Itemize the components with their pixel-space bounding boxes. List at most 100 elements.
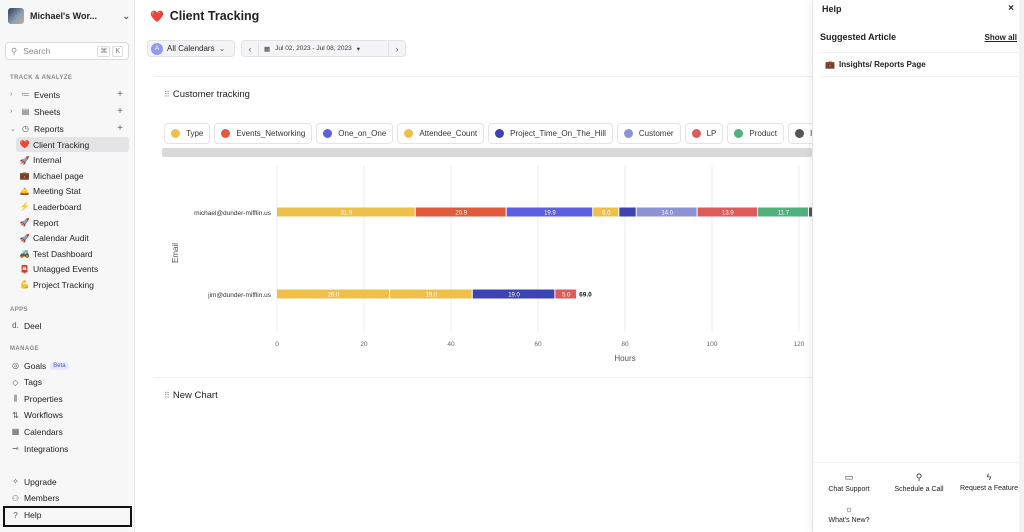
- bar-segment-label: 20.9: [455, 210, 467, 216]
- suggested-article-item[interactable]: 💼 Insights/ Reports Page: [820, 52, 1018, 77]
- legend-chip[interactable]: Customer: [616, 123, 681, 144]
- sidebar-item-report[interactable]: 🚀 Report: [16, 215, 129, 230]
- chart-card-divider: [154, 377, 814, 378]
- calendar-icon: ▦: [264, 45, 271, 53]
- sidebar-item-manage[interactable]: ▦ Calendars: [7, 424, 128, 439]
- list-icon: ≔: [21, 90, 30, 99]
- sidebar-item-report[interactable]: 🚜 Test Dashboard: [16, 246, 129, 261]
- section-label-manage: MANAGE: [10, 346, 40, 352]
- sidebar-item-bottom-label: Help: [24, 510, 42, 521]
- search-shortcut-mod: ⌘: [97, 45, 111, 57]
- sidebar-item-report-label: Leaderboard: [33, 201, 82, 212]
- manage-icon: ◇: [12, 377, 19, 387]
- chevron-right-icon[interactable]: ›: [10, 91, 13, 98]
- report-icon: 💪: [19, 280, 30, 290]
- sidebar-item-bottom-label: Upgrade: [24, 476, 57, 487]
- sidebar-item-manage[interactable]: ⫼ Properties: [7, 391, 128, 406]
- workspace-switcher[interactable]: Michael's Wor... ⌄: [8, 6, 130, 26]
- help-highlight-box: [3, 506, 132, 527]
- date-range-button[interactable]: ▦ Jul 02, 2023 - Jul 08, 2023 ▾: [259, 45, 365, 53]
- sidebar-item-bottom[interactable]: ? Help: [7, 508, 128, 523]
- sidebar-item-report[interactable]: ⚡ Leaderboard: [16, 199, 129, 214]
- schedule-call-label: Schedule a Call: [894, 486, 944, 493]
- sidebar-item-report[interactable]: 💼 Michael page: [16, 168, 129, 183]
- window-edge: [1019, 0, 1024, 532]
- sidebar-item-report[interactable]: ❤️ Client Tracking: [16, 137, 129, 152]
- legend-label: Internal: [809, 129, 812, 138]
- sidebar-item-report-label: Client Tracking: [33, 139, 90, 150]
- sidebar-item-manage[interactable]: ◇ Tags: [7, 375, 128, 390]
- sidebar-item-manage-label: Properties: [24, 393, 63, 404]
- sidebar-item-report[interactable]: 🚀 Internal: [16, 153, 129, 168]
- report-icon: ❤️: [19, 140, 30, 149]
- sidebar: Michael's Wor... ⌄ ⚲ Search ⌘ K TRACK & A…: [0, 0, 135, 532]
- close-icon[interactable]: ×: [1008, 3, 1014, 14]
- legend-chip[interactable]: LP: [684, 123, 724, 144]
- legend-chip[interactable]: Internal: [787, 123, 812, 144]
- x-axis-label: Hours: [614, 354, 635, 363]
- legend-chip[interactable]: Project_Time_On_The_Hill: [488, 123, 613, 144]
- legend-dot: [221, 129, 231, 138]
- drag-handle-icon[interactable]: ⠿: [164, 391, 170, 400]
- schedule-call-button[interactable]: ⚲ Schedule a Call: [884, 472, 954, 493]
- x-tick-label: 100: [707, 341, 718, 348]
- x-tick-label: 60: [534, 341, 542, 348]
- bar-segment-label: 11.7: [778, 210, 790, 216]
- sidebar-item-events[interactable]: › ≔ Events +: [7, 87, 128, 102]
- bar-segment: [808, 207, 812, 217]
- sidebar-item-report[interactable]: 🛎️ Meeting Stat: [16, 184, 129, 199]
- sidebar-item-manage[interactable]: ◎ Goals Beta: [7, 358, 128, 373]
- bar-total-label: 69.0: [579, 292, 592, 299]
- x-tick-label: 80: [621, 341, 629, 348]
- bar-segment-label: 13.9: [722, 210, 734, 216]
- legend-chip[interactable]: Events_Networking: [214, 123, 313, 144]
- bar-segment: [555, 289, 577, 299]
- request-feature-label: Request a Feature: [960, 485, 1018, 492]
- beta-badge: Beta: [50, 361, 69, 370]
- add-event-icon[interactable]: +: [117, 89, 123, 100]
- chat-support-label: Chat Support: [828, 486, 870, 493]
- add-sheet-icon[interactable]: +: [117, 106, 123, 117]
- legend-chip[interactable]: Product: [727, 123, 784, 144]
- report-icon: ⚡: [19, 202, 30, 212]
- bar-segment-label: 19.9: [544, 210, 556, 216]
- legend-scrollbar[interactable]: [162, 148, 812, 157]
- search-input[interactable]: ⚲ Search ⌘ K: [5, 42, 129, 60]
- workspace-name: Michael's Wor...: [30, 11, 97, 21]
- search-shortcut: ⌘ K: [97, 45, 123, 57]
- sidebar-item-manage-label: Workflows: [24, 410, 64, 421]
- sidebar-item-report[interactable]: 📮 Untagged Events: [16, 262, 129, 277]
- x-tick-label: 0: [275, 341, 279, 348]
- sidebar-item-report[interactable]: 💪 Project Tracking: [16, 277, 129, 292]
- y-axis-label: Email: [171, 243, 180, 263]
- whats-new-button[interactable]: ☼ What's New?: [814, 504, 884, 524]
- chat-support-button[interactable]: ▭ Chat Support: [814, 472, 884, 493]
- legend-chip[interactable]: Type: [164, 123, 211, 144]
- help-actions: ▭ Chat Support ⚲ Schedule a Call ϟ Reque…: [813, 462, 1024, 532]
- legend-chip[interactable]: Attendee_Count: [397, 123, 485, 144]
- sidebar-item-manage[interactable]: ⊸ Integrations: [7, 441, 128, 456]
- show-all-link[interactable]: Show all: [984, 33, 1017, 42]
- previous-week-button[interactable]: ‹: [242, 41, 259, 56]
- sidebar-item-report[interactable]: 🚀 Calendar Audit: [16, 231, 129, 246]
- date-range-text: Jul 02, 2023 - Jul 08, 2023: [275, 45, 352, 52]
- sidebar-item-sheets[interactable]: › ▤ Sheets +: [7, 104, 128, 119]
- sidebar-item-report-label: Report: [33, 217, 59, 228]
- next-week-button[interactable]: ›: [388, 41, 405, 56]
- sidebar-item-manage[interactable]: ⇅ Workflows: [7, 408, 128, 423]
- manage-icon: ⇅: [12, 410, 19, 420]
- sidebar-item-app[interactable]: d. Deel: [7, 318, 128, 333]
- drag-handle-icon[interactable]: ⠿: [164, 90, 170, 99]
- sidebar-item-reports[interactable]: ⌄ ◷ Reports +: [7, 121, 128, 136]
- main-content: ❤️ Client Tracking A All Calendars ⌄ ‹ ▦…: [136, 0, 814, 532]
- bar-segment-label: 31.9: [341, 210, 353, 216]
- chevron-down-icon[interactable]: ⌄: [10, 125, 16, 133]
- add-report-icon[interactable]: +: [117, 123, 123, 134]
- chevron-right-icon[interactable]: ›: [10, 108, 13, 115]
- request-feature-button[interactable]: ϟ Request a Feature: [954, 472, 1024, 492]
- sidebar-item-bottom[interactable]: ✧ Upgrade: [7, 474, 128, 489]
- calendar-selector[interactable]: A All Calendars ⌄: [147, 40, 235, 57]
- sidebar-item-bottom[interactable]: ⚇ Members: [7, 491, 128, 506]
- legend-chip[interactable]: One_on_One: [316, 123, 394, 144]
- chart-title-text: Customer tracking: [172, 89, 250, 100]
